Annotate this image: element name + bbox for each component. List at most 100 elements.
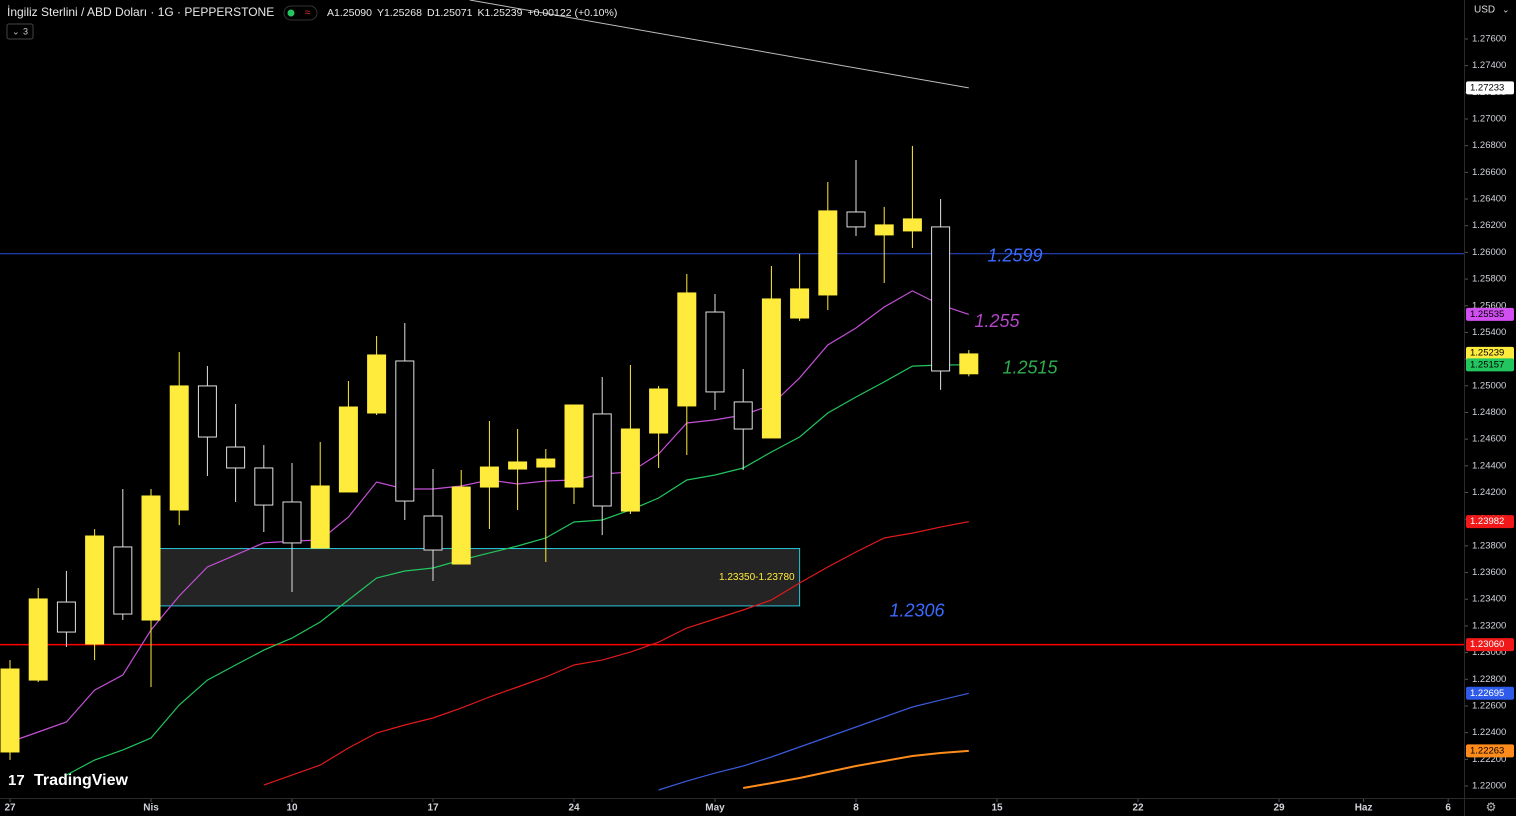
y-tick-label: 1.23200 [1472,620,1506,631]
price-tag [1466,686,1514,700]
candle-body [592,413,612,507]
y-tick-label: 1.25600 [1472,300,1506,311]
price-tag-label: 1.23060 [1470,639,1504,650]
zone-label: 1.23350-1.23780 [719,572,795,583]
y-tick-label: 1.27000 [1472,114,1506,125]
candle-body [113,546,133,615]
status-dot [287,9,295,17]
price-tag [1466,358,1514,372]
y-tick-label: 1.23000 [1472,647,1506,658]
trend-line [469,0,969,89]
chevron: ⌄ [12,26,20,36]
x-tick-label: May [705,803,725,814]
x-tick-label: 10 [286,803,298,814]
candle-body [479,466,499,488]
price-tag-label: 1.23982 [1470,516,1504,527]
x-tick-label: Haz [1355,803,1373,814]
candle-body [761,298,781,439]
price-tag [1466,81,1514,95]
y-tick-label: 1.24600 [1472,434,1506,445]
candle-body [28,598,48,681]
y-tick-label: 1.22200 [1472,754,1506,765]
candle-body [310,485,330,549]
ohlc-value: K1.25239 [477,7,522,19]
status-icon: ≈ [305,8,311,19]
level-annotation: 1.2599 [987,245,1042,265]
y-tick-label: 1.22400 [1472,727,1506,738]
y-tick-label: 1.26800 [1472,140,1506,151]
x-tick-label: 8 [853,803,859,814]
y-tick-label: 1.25000 [1472,380,1506,391]
status-pill [283,5,318,21]
indicator-toggle[interactable] [6,23,34,40]
y-tick-label: 1.22000 [1472,781,1506,792]
candle-body [818,210,838,296]
candle-body [536,458,556,468]
price-tag [1466,515,1514,529]
y-tick-label: 1.22800 [1472,674,1506,685]
logo-text: TradingView [34,772,129,789]
x-tick-label: 27 [4,803,16,814]
candle-body [56,601,76,633]
level-annotation: 1.255 [974,311,1020,331]
x-tick-label: 24 [568,803,580,814]
indicator-line [658,692,969,791]
logo: 17 TradingView [8,772,129,789]
candle-body [338,406,358,493]
currency-label[interactable]: USD [1474,5,1495,16]
x-tick-label: 17 [427,803,439,814]
candle-body [423,515,443,551]
level-annotation: 1.2515 [1002,358,1058,378]
y-tick-label: 1.22600 [1472,700,1506,711]
candle-body [677,292,697,407]
price-tag-label: 1.25535 [1470,309,1504,320]
symbol-title[interactable]: İngiliz Sterlini / ABD Doları · 1G · PEP… [7,5,274,19]
price-tag-label: 1.27233 [1470,82,1504,93]
candle-body [141,495,161,621]
x-tick-label: 15 [991,803,1003,814]
y-tick-label: 1.23600 [1472,567,1506,578]
candle-body [85,535,105,645]
candle-body [508,461,528,470]
indicator-line [66,364,969,776]
y-tick-label: 1.25800 [1472,274,1506,285]
x-tick-label: Nis [143,803,159,814]
y-tick-label: 1.27400 [1472,60,1506,71]
ohlc-value: D1.25071 [427,7,473,19]
y-tick-label: 1.23800 [1472,540,1506,551]
indicator-count: 3 [23,26,28,36]
candle-body [282,501,302,544]
ohlc-value: A1.25090 [327,7,372,19]
candle-body [620,428,640,512]
price-tag-label: 1.25239 [1470,347,1504,358]
logo-mark: 17 [8,772,25,789]
price-tag [1466,744,1514,758]
candle-body [395,360,415,502]
indicator-line [743,749,969,789]
y-tick-label: 1.26000 [1472,247,1506,258]
candle-body [254,467,274,506]
price-tag [1466,307,1514,321]
y-tick-label: 1.27600 [1472,33,1506,44]
candle-body [790,288,810,319]
candle-body [169,385,189,511]
ohlc-value: Y1.25268 [377,7,422,19]
price-tag [1466,638,1514,652]
y-tick-label: 1.24200 [1472,487,1506,498]
candle-body [733,401,753,430]
level-annotation: 1.2306 [889,600,945,620]
candle-body [902,218,922,232]
settings-icon[interactable]: ⚙ [1486,800,1497,814]
y-tick-label: 1.23400 [1472,594,1506,605]
candle-body [367,354,387,414]
currency-chevron: ⌄ [1502,4,1510,14]
candle-body [451,486,471,565]
candle-body [226,446,246,469]
indicator-line [263,521,969,786]
candle-body [874,224,894,236]
y-tick-label: 1.24800 [1472,407,1506,418]
candle-body [0,668,20,753]
y-tick-label: 1.25400 [1472,327,1506,338]
